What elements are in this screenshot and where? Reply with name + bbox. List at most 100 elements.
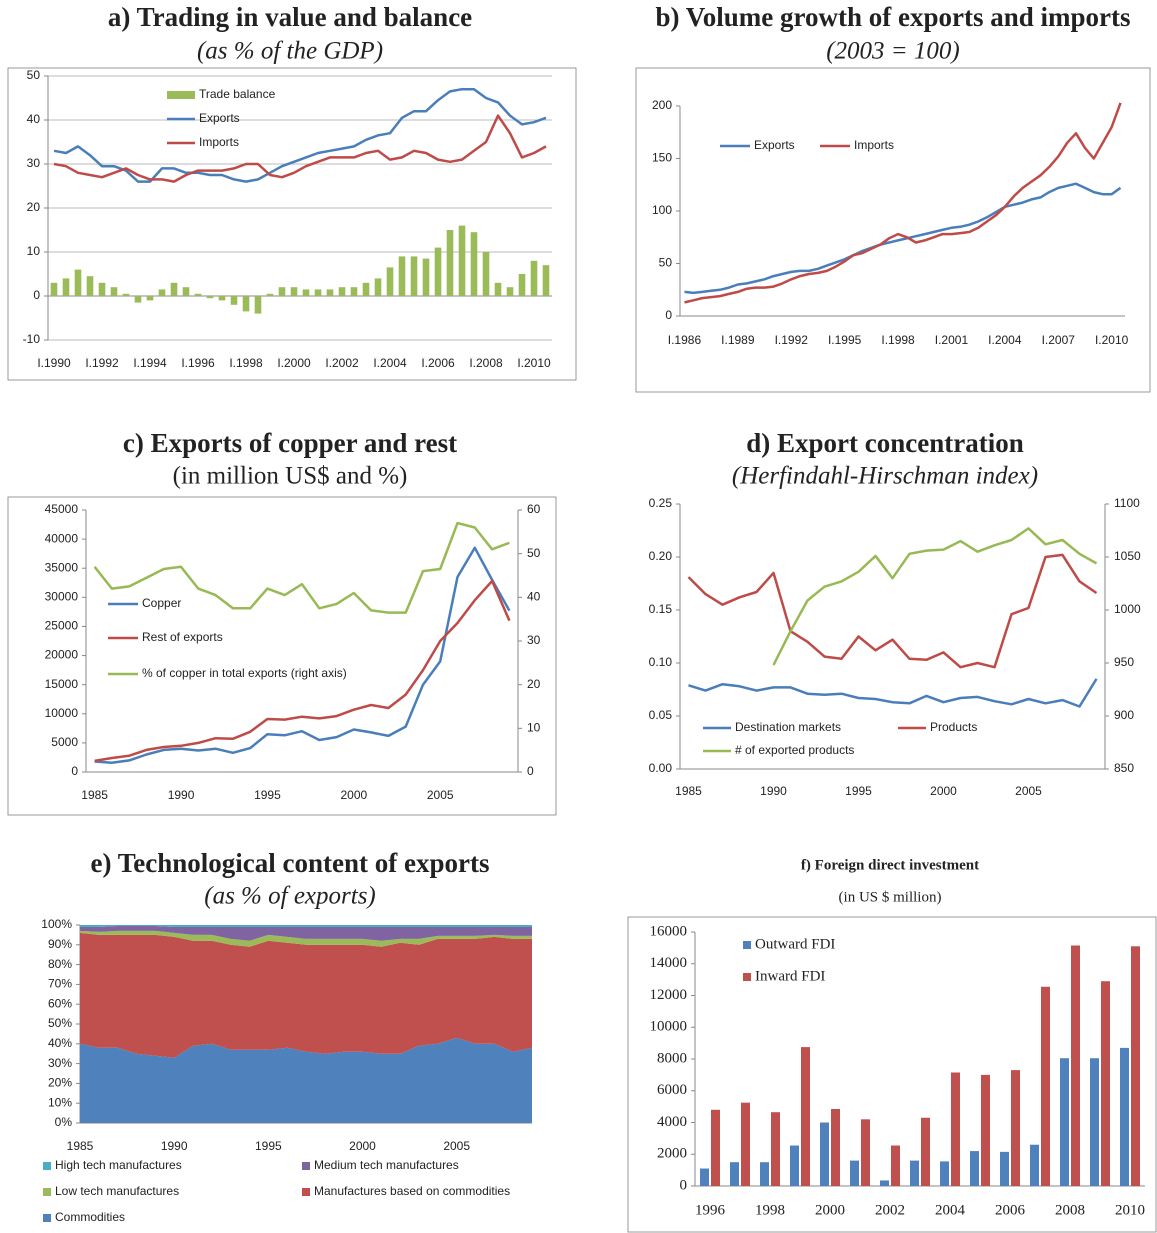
legend-swatch: [302, 1162, 310, 1170]
x-tick-label: 2004: [935, 1202, 966, 1218]
bar: [951, 1072, 960, 1186]
y-tick-label: 0: [680, 1177, 688, 1193]
bar: [530, 260, 538, 296]
area-series: [80, 925, 532, 927]
bar: [730, 1162, 739, 1186]
y2-tick-label: 60: [527, 502, 541, 516]
bar: [326, 289, 334, 296]
y-tick-label: 10000: [650, 1019, 688, 1035]
legend-label: Imports: [199, 135, 239, 149]
legend-swatch: [167, 91, 195, 99]
bar: [940, 1161, 949, 1186]
bar: [921, 1117, 930, 1186]
y-tick-label: 5000: [51, 735, 78, 749]
legend-label: # of exported products: [735, 743, 854, 757]
bar: [374, 278, 382, 296]
y-tick-label: 12000: [650, 987, 688, 1003]
chart-subtitle: (Herfindahl-Hirschman index): [732, 463, 1038, 490]
bar: [302, 289, 310, 296]
bar: [741, 1102, 750, 1186]
y-tick-label: 0.25: [649, 496, 673, 510]
x-tick-label: 2010: [1115, 1202, 1145, 1218]
bar: [230, 296, 238, 305]
bar: [62, 278, 70, 296]
bar: [386, 267, 394, 296]
y-tick-label: 10%: [48, 1095, 72, 1109]
y-tick-label: 150: [652, 151, 672, 165]
bar: [711, 1109, 720, 1186]
x-tick-label: 1985: [675, 784, 702, 798]
y-tick-label: 14000: [650, 955, 688, 971]
legend-label: Commodities: [55, 1210, 125, 1224]
bar: [350, 287, 358, 296]
y2-tick-label: 1100: [1114, 496, 1140, 510]
x-tick-label: I.2002: [325, 356, 359, 370]
y-tick-label: 16000: [650, 923, 688, 939]
bar: [542, 265, 550, 296]
x-tick-label: 1996: [695, 1202, 726, 1218]
bar: [182, 287, 190, 296]
chart-subtitle: (2003 = 100): [826, 38, 960, 65]
bar: [910, 1160, 919, 1186]
legend-label: Destination markets: [735, 720, 841, 734]
chart-frame: [635, 67, 1151, 393]
legend-label: Copper: [142, 596, 181, 610]
line-series: [688, 678, 1098, 708]
x-tick-label: I.1998: [881, 333, 915, 347]
legend-label: Products: [930, 720, 977, 734]
x-tick-label: 2000: [930, 784, 957, 798]
x-tick-label: I.1990: [37, 356, 71, 370]
bar: [820, 1122, 829, 1186]
legend-label: % of copper in total exports (right axis…: [142, 666, 347, 680]
bar: [158, 289, 166, 296]
x-tick-label: 1995: [845, 784, 872, 798]
y-tick-label: 2000: [657, 1146, 687, 1162]
y2-tick-label: 850: [1114, 761, 1134, 775]
bar: [446, 230, 454, 296]
legend-label: Medium tech manufactures: [314, 1158, 459, 1172]
chart-panel: c) Exports of copper and rest (in million…: [7, 428, 557, 816]
x-tick-label: 1995: [255, 1139, 282, 1153]
legend-label: Trade balance: [199, 87, 276, 101]
x-tick-label: 1998: [755, 1202, 785, 1218]
y-tick-label: 80%: [48, 957, 72, 971]
y-tick-label: 0.05: [649, 708, 673, 722]
x-tick-label: 2006: [995, 1202, 1026, 1218]
y-tick-label: 6000: [657, 1082, 687, 1098]
x-tick-label: 2005: [443, 1139, 470, 1153]
y-tick-label: 100: [652, 203, 672, 217]
legend-label-box: % of copper in total exports (right axis…: [142, 666, 347, 680]
chart-title: a) Trading in value and balance: [108, 2, 472, 32]
chart-panel: b) Volume growth of exports and imports (…: [635, 2, 1151, 393]
x-tick-label: 1995: [254, 788, 281, 802]
bar: [1131, 946, 1140, 1186]
bar: [278, 287, 286, 296]
bar: [134, 296, 142, 303]
chart-frame: [7, 496, 557, 816]
bar: [1090, 1058, 1099, 1186]
y-tick-label: 15000: [45, 677, 79, 691]
y-tick-label: 30000: [45, 590, 79, 604]
y-tick-label: -10: [23, 332, 41, 346]
bar: [434, 247, 442, 296]
bar: [518, 274, 526, 296]
bar: [880, 1180, 889, 1186]
legend-swatch: [302, 1188, 310, 1196]
y-tick-label: 40000: [45, 531, 79, 545]
bar: [760, 1162, 769, 1186]
y-tick-label: 70%: [48, 977, 72, 991]
chart-frame: [627, 916, 1157, 1233]
y-tick-label: 40%: [48, 1036, 72, 1050]
x-tick-label: 2008: [1055, 1202, 1085, 1218]
legend-label: Manufactures based on commodities: [314, 1184, 510, 1198]
legend-label: Rest of exports: [142, 630, 223, 644]
y-tick-label: 0.15: [649, 602, 673, 616]
bar: [790, 1145, 799, 1186]
x-tick-label: I.2006: [421, 356, 455, 370]
chart-panel: f) Foreign direct investment (in US $ mil…: [627, 857, 1157, 1233]
y-tick-label: 0%: [55, 1115, 73, 1129]
x-tick-label: I.1992: [85, 356, 119, 370]
bar: [422, 258, 430, 296]
bar: [891, 1145, 900, 1186]
bar: [98, 282, 106, 296]
